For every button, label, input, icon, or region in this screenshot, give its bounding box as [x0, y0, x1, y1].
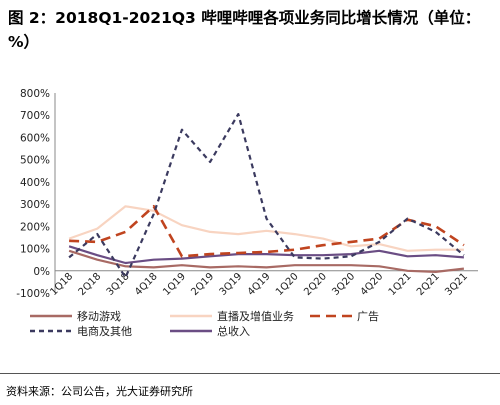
- y-tick-label: 400%: [20, 177, 50, 189]
- series-line-1: [68, 249, 465, 273]
- y-tick-label: 600%: [20, 132, 50, 144]
- line-chart: -100%0%100%200%300%400%500%600%700%800% …: [16, 88, 478, 338]
- legend-label: 总收入: [217, 324, 250, 338]
- x-tick-label: 2Q19: [189, 271, 216, 298]
- x-tick-label: 4Q18: [133, 271, 160, 298]
- x-tick-label: 1Q20: [274, 271, 301, 298]
- y-tick-label: 800%: [20, 88, 50, 100]
- x-tick-label: 4Q20: [359, 271, 386, 298]
- series-line-5: [68, 245, 464, 265]
- legend-label: 电商及其他: [77, 324, 132, 338]
- y-tick-label: 200%: [20, 221, 50, 233]
- legend-label: 广告: [357, 310, 379, 323]
- legend-label: 移动游戏: [77, 310, 121, 323]
- x-tick-label: 3Q19: [218, 271, 245, 298]
- y-tick-label: 100%: [20, 244, 50, 256]
- x-tick-label: 1Q18: [48, 271, 75, 298]
- x-tick-label: 3Q20: [330, 271, 357, 298]
- y-axis-ticks: -100% 0% 100% 200% 300% 400% 500% 600% 700% 800%: [16, 88, 50, 300]
- chart-title: 图 2：2018Q1-2021Q3 哔哩哔哩各项业务同比增长情况（单位：%）: [8, 9, 481, 51]
- x-tick-label: 2Q21: [415, 271, 442, 298]
- y-tick-label: -100%: [16, 288, 50, 300]
- x-tick-label: 3Q21: [443, 271, 470, 298]
- y-tick-label: 300%: [20, 199, 50, 211]
- x-tick-label: 2Q18: [77, 271, 104, 298]
- series-line-4: [68, 112, 465, 279]
- x-tick-label: 1Q21: [387, 271, 414, 298]
- series-lines: [68, 112, 465, 279]
- legend-label: 直播及增值业务: [217, 309, 294, 323]
- y-tick-label: 500%: [20, 155, 50, 167]
- chart-axes: [54, 93, 478, 293]
- y-tick-label: 0%: [33, 266, 50, 278]
- series-line-2: [68, 205, 464, 252]
- x-tick-label: 4Q19: [246, 271, 273, 298]
- x-tick-label: 1Q19: [161, 271, 188, 298]
- source-note: 资料来源：公司公告，光大证券研究所: [6, 385, 193, 398]
- x-tick-label: 2Q20: [302, 271, 329, 298]
- y-tick-label: 700%: [20, 110, 50, 122]
- footer-divider: [0, 373, 500, 374]
- x-axis-ticks: 1Q18 2Q18 3Q18 4Q18 1Q19 2Q19 3Q19 4Q19 1Q20 2Q20…: [48, 271, 470, 298]
